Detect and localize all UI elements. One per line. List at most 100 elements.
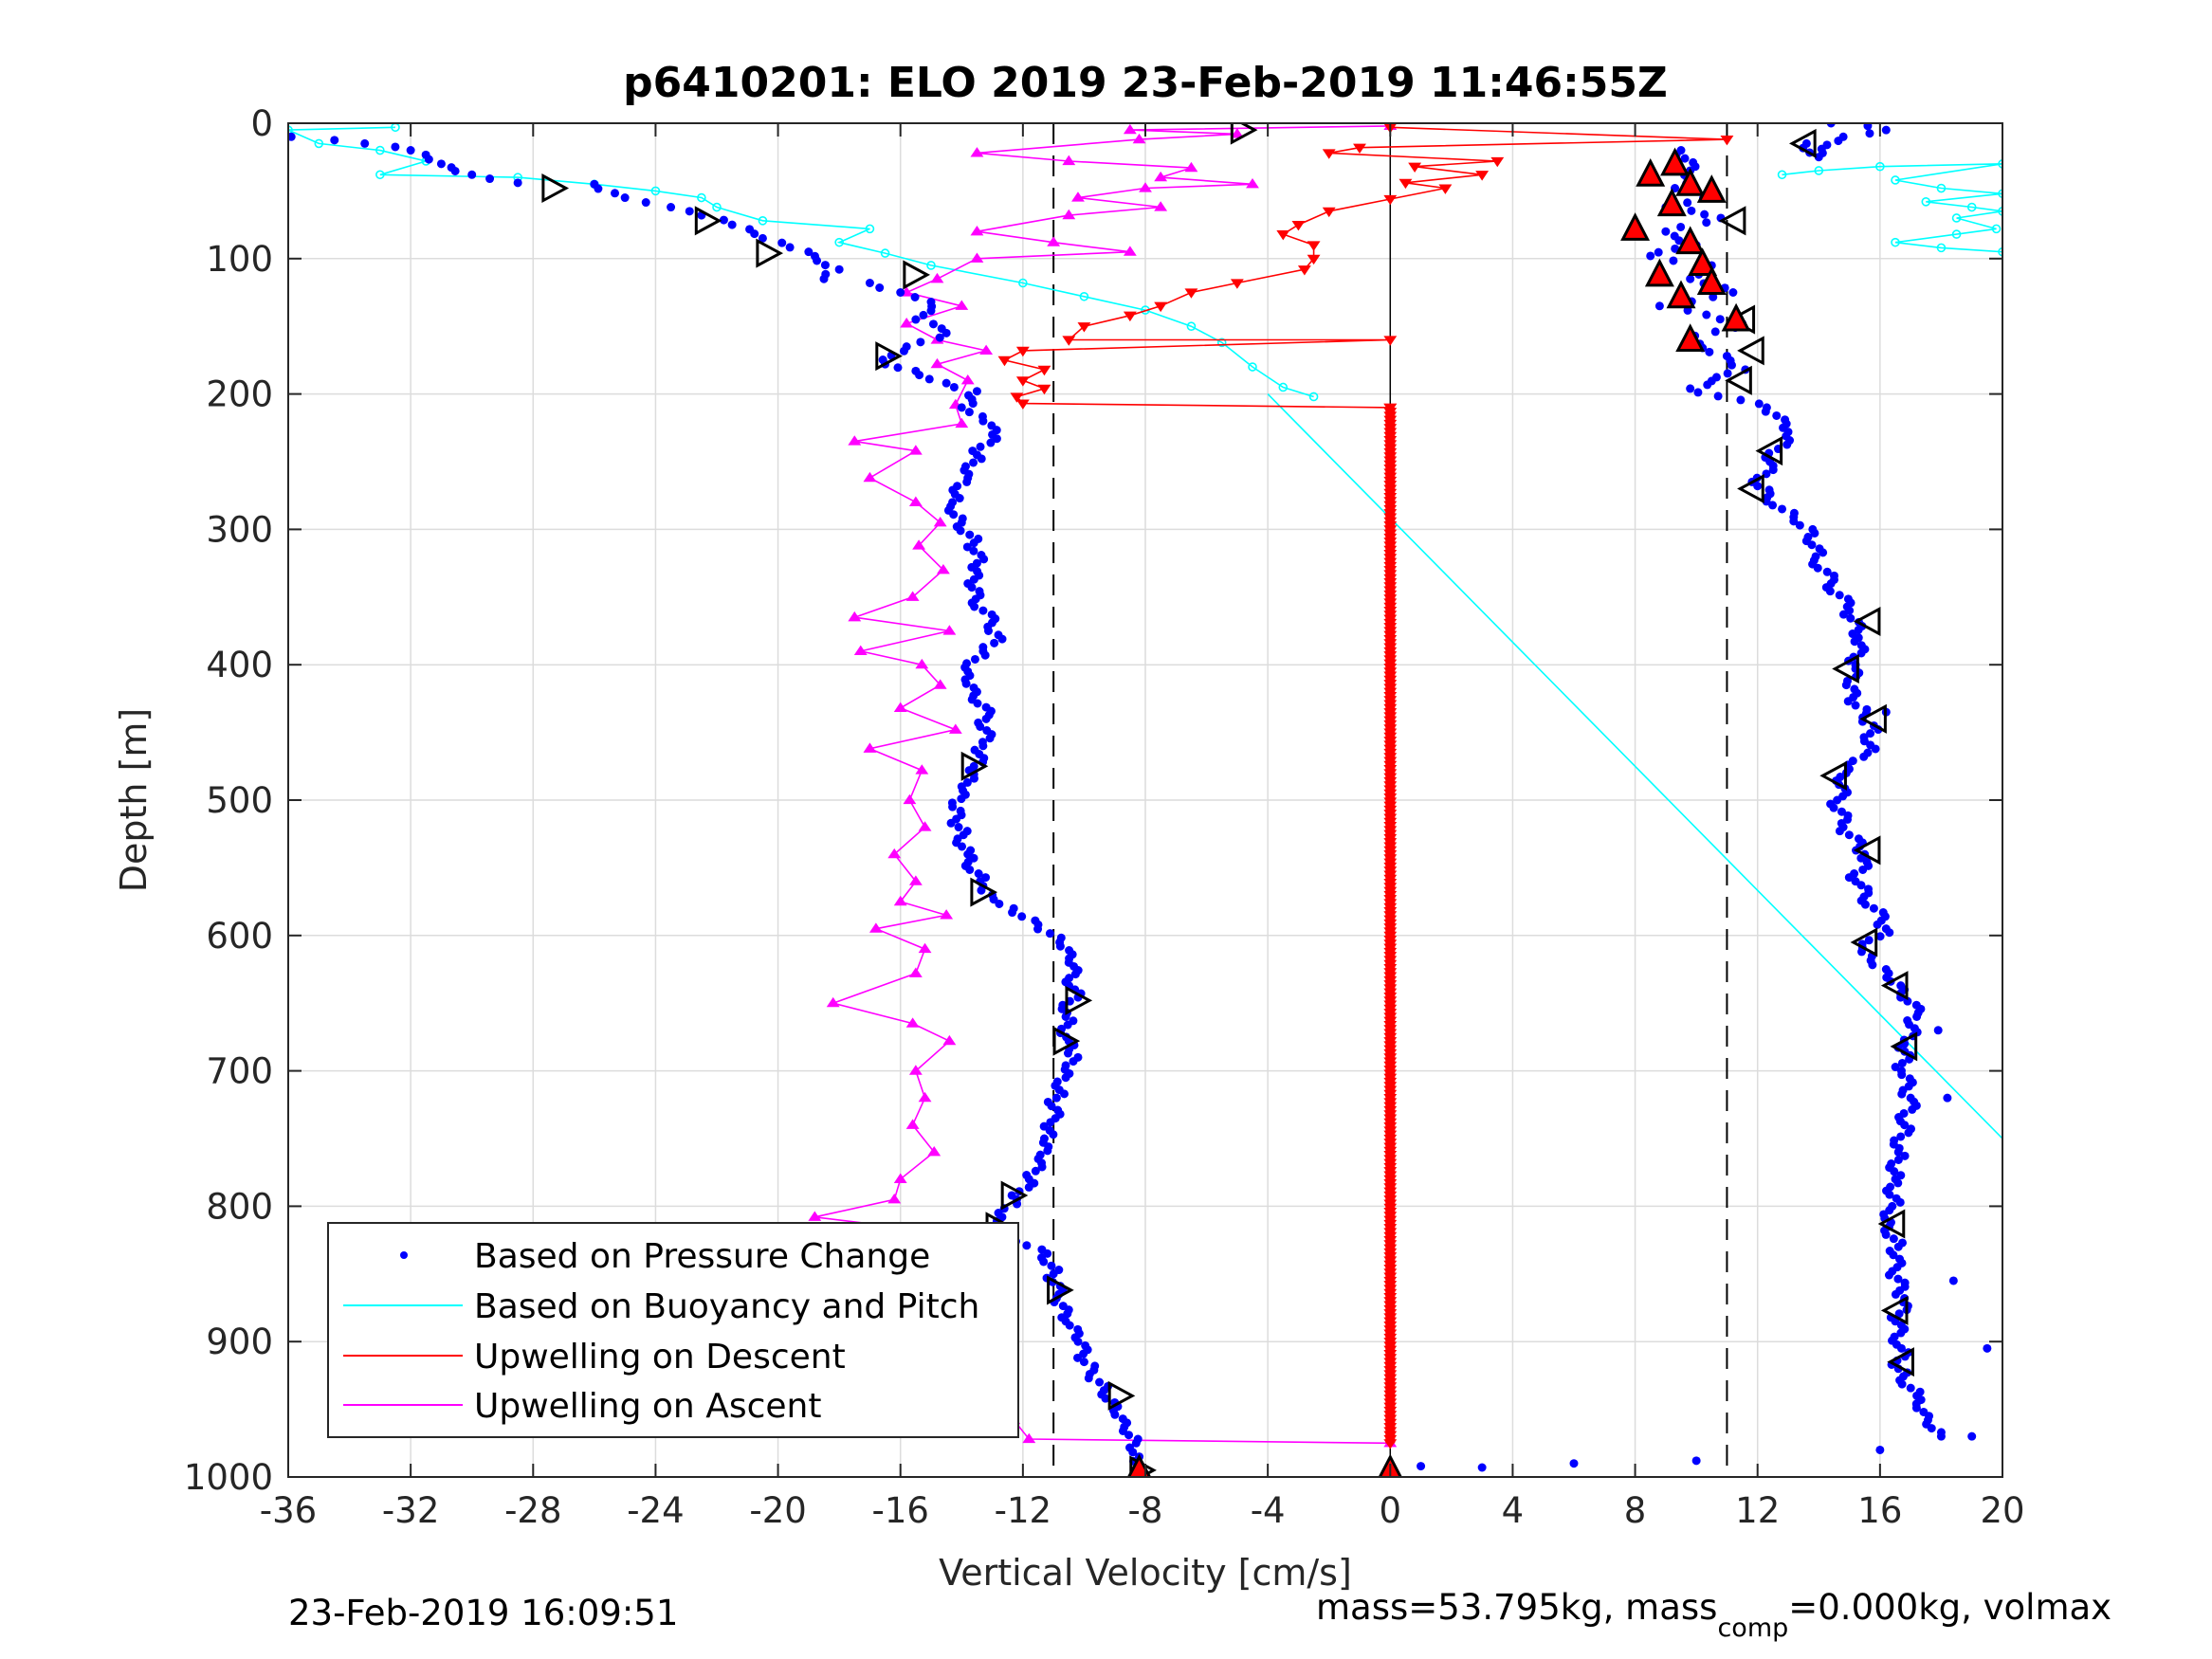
pressure-descent-dot [958, 842, 967, 851]
open-triangle-marker [1737, 474, 1764, 504]
buoyancy-ascent-line [1782, 163, 2002, 253]
pressure-ascent-dot [1782, 440, 1792, 449]
upwelling-ascent-marker [942, 1034, 957, 1046]
open-triangle-marker [1047, 1275, 1074, 1305]
pressure-ascent-dot [1646, 251, 1655, 261]
pressure-ascent-dot [1835, 827, 1844, 836]
open-triangle-marker [903, 260, 931, 290]
upwelling-ascent-marker [942, 625, 957, 635]
upwelling-descent-marker [1398, 178, 1413, 190]
pressure-ascent-dot [1844, 873, 1854, 883]
pressure-ascent-dot [1654, 247, 1663, 257]
upwelling-ascent-marker [933, 679, 947, 689]
upwelling-ascent-marker [853, 645, 868, 656]
buoyancy-point [1018, 278, 1028, 288]
pressure-ascent-dot [1927, 1424, 1936, 1433]
pressure-ascent-dot [1754, 399, 1764, 409]
upwelling-ascent-marker [1230, 128, 1244, 138]
pressure-descent-dot [1065, 1321, 1074, 1330]
pressure-ascent-dot [1669, 256, 1678, 265]
y-tick-label: 500 [206, 780, 273, 821]
red-triangle-marker [1620, 212, 1651, 241]
open-triangle-marker [1880, 1295, 1909, 1325]
pressure-descent-dot [954, 823, 963, 832]
buoyancy-point [650, 186, 661, 196]
pressure-descent-dot [641, 198, 650, 208]
pressure-ascent-dot [1778, 504, 1787, 514]
pressure-descent-dot [969, 458, 978, 467]
buoyancy-point [697, 192, 706, 203]
buoyancy-point [1777, 170, 1787, 180]
red-triangle-marker [1675, 168, 1706, 196]
open-triangle-marker [1788, 128, 1817, 158]
x-axis-label: Vertical Velocity [cm/s] [939, 1552, 1352, 1594]
pressure-ascent-dot [1822, 567, 1832, 576]
x-tick-label: -20 [749, 1490, 806, 1531]
pressure-descent-dot [391, 142, 400, 152]
pressure-ascent-dot [1851, 701, 1860, 710]
pressure-descent-dot [981, 714, 991, 723]
upwelling-ascent-marker [905, 1017, 920, 1028]
upwelling-ascent-marker [1062, 209, 1076, 220]
pressure-ascent-dot [1868, 960, 1877, 970]
upwelling-ascent-marker [863, 742, 877, 753]
pressure-descent-dot [984, 627, 994, 635]
pressure-ascent-dot [1873, 920, 1882, 929]
pressure-ascent-dot [1795, 520, 1804, 530]
buoyancy-point [865, 224, 875, 234]
pressure-descent-dot [1084, 1374, 1093, 1383]
pressure-ascent-dot [1896, 1328, 1906, 1338]
y-tick-label: 900 [206, 1322, 273, 1362]
pressure-descent-dot [935, 333, 944, 342]
legend: Based on Pressure Change Based on Buoyan… [327, 1222, 1019, 1438]
upwelling-ascent-marker [908, 875, 923, 885]
pressure-ascent-dot [1728, 288, 1738, 297]
pressure-descent-dot [969, 538, 978, 548]
pressure-descent-dot [785, 243, 795, 252]
pressure-descent-dot [594, 184, 603, 193]
pressure-ascent-dot [1884, 1270, 1893, 1280]
open-triangle-marker [1890, 1031, 1918, 1062]
pressure-ascent-dot [1702, 218, 1711, 228]
upwelling-ascent-marker [1123, 123, 1137, 135]
upwelling-ascent-marker [970, 252, 984, 263]
buoyancy-point [1814, 166, 1824, 175]
pressure-descent-dot [611, 189, 620, 198]
legend-pressure-label: Based on Pressure Change [474, 1237, 930, 1276]
pressure-ascent-dot [1661, 227, 1671, 236]
pressure-descent-dot [995, 899, 1004, 908]
pressure-descent-dot [997, 634, 1007, 644]
pressure-descent-dot [1073, 1337, 1083, 1346]
pressure-descent-dot [1008, 908, 1017, 918]
pressure-ascent-dot [1841, 681, 1851, 690]
buoyancy-point [1998, 159, 2002, 169]
pressure-descent-dot [360, 138, 370, 148]
pressure-ascent-dot [1890, 1167, 1899, 1176]
upwelling-descent-marker [1184, 288, 1198, 299]
pressure-ascent-dot [1829, 803, 1838, 812]
upwelling-descent-marker [1276, 229, 1290, 241]
pressure-ascent-dot [1893, 1242, 1903, 1251]
pressure-descent-dot [964, 408, 974, 417]
pressure-ascent-dot [1825, 587, 1835, 596]
x-tick-label: -36 [260, 1490, 317, 1531]
upwelling-descent-marker [1353, 143, 1366, 155]
pressure-descent-dot [1024, 1182, 1033, 1192]
pressure-ascent-dot [1967, 1431, 1977, 1441]
pressure-ascent-dot [1683, 198, 1692, 208]
pressure-ascent-dot [1693, 388, 1703, 397]
x-tick-label: 0 [1380, 1490, 1402, 1531]
y-tick-label: 0 [250, 103, 273, 144]
pressure-descent-dot [968, 399, 978, 409]
pressure-ascent-dot [1860, 900, 1870, 909]
pressure-descent-dot [727, 220, 737, 229]
pressure-descent-dot [978, 606, 988, 615]
pressure-ascent-dot [1858, 865, 1868, 874]
pressure-ascent-dot [1863, 123, 1873, 131]
open-triangle-marker [1000, 1180, 1029, 1211]
pressure-descent-dot [1049, 1269, 1058, 1279]
pressure-descent-dot [820, 261, 830, 270]
chart-title: p6410201: ELO 2019 23-Feb-2019 11:46:55Z [623, 59, 1668, 107]
upwelling-descent-marker [1383, 336, 1398, 346]
pressure-ascent-dot [1893, 1155, 1903, 1164]
